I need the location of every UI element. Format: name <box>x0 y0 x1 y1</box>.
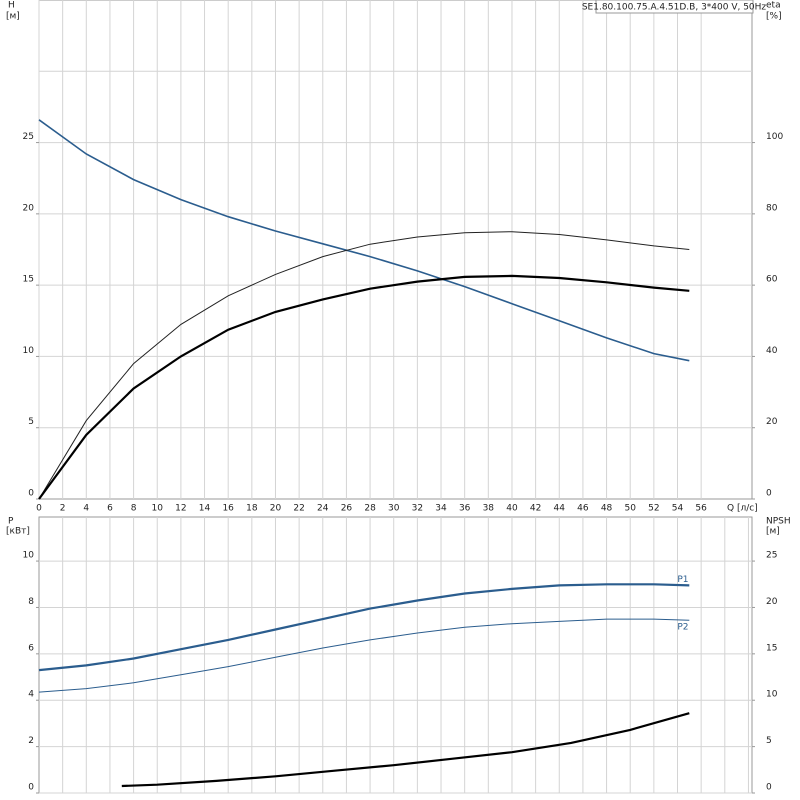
series-label: P1 <box>677 575 688 585</box>
y2-axis-label: NPSH <box>766 517 791 527</box>
y2-tick-label: 20 <box>766 417 778 427</box>
x-tick-label: 56 <box>695 504 707 514</box>
y2-axis-unit: [м] <box>766 527 780 537</box>
x-tick-label: 12 <box>175 504 186 514</box>
y2-axis-label: eta <box>766 1 781 11</box>
curve <box>38 618 690 693</box>
x-tick-label: 8 <box>131 504 137 514</box>
y2-tick-label: 20 <box>766 597 778 607</box>
y2-tick-label: 40 <box>766 346 778 356</box>
x-tick-label: 18 <box>246 504 258 514</box>
x-tick-label: 36 <box>459 504 471 514</box>
x-tick-label: 2 <box>60 504 66 514</box>
y2-axis-unit: [%] <box>766 12 782 22</box>
y2-tick-label: 0 <box>766 489 772 499</box>
x-tick-label: 6 <box>107 504 113 514</box>
x-tick-label: 4 <box>83 504 89 514</box>
x-tick-label: 20 <box>270 504 282 514</box>
y2-tick-label: 60 <box>766 275 778 285</box>
x-tick-label: 48 <box>601 504 613 514</box>
x-tick-label: 16 <box>222 504 234 514</box>
curve <box>121 712 690 788</box>
y-tick-label: 10 <box>23 551 35 561</box>
y2-tick-label: 10 <box>766 690 778 700</box>
x-tick-label: 40 <box>506 504 518 514</box>
y-tick-label: 5 <box>28 417 34 427</box>
curve <box>38 119 690 362</box>
plot-frame <box>38 0 753 500</box>
y-tick-label: 8 <box>28 597 34 607</box>
x-tick-label: 42 <box>530 504 541 514</box>
y-tick-label: 2 <box>28 736 34 746</box>
y2-tick-label: 5 <box>766 736 772 746</box>
y-axis-unit: [м] <box>6 12 20 22</box>
y2-tick-label: 25 <box>766 551 777 561</box>
x-tick-label: 26 <box>341 504 353 514</box>
chart-title: SE1.80.100.75.A.4.51D.B, 3*400 V, 50Hz <box>582 3 767 13</box>
x-axis-label: Q [л/с] <box>727 504 758 514</box>
y-tick-label: 0 <box>28 783 34 793</box>
x-tick-label: 50 <box>624 504 636 514</box>
y-tick-label: 15 <box>23 275 34 285</box>
x-tick-label: 52 <box>648 504 659 514</box>
x-tick-label: 38 <box>483 504 495 514</box>
curve <box>38 231 690 500</box>
y-tick-label: 25 <box>23 132 34 142</box>
y-axis-label: P <box>8 517 14 527</box>
x-tick-label: 46 <box>577 504 589 514</box>
x-tick-label: 30 <box>388 504 400 514</box>
y-axis-unit: [кВт] <box>6 527 30 537</box>
title-box <box>595 0 754 14</box>
x-tick-label: 24 <box>317 504 329 514</box>
x-tick-label: 44 <box>554 504 566 514</box>
y2-tick-label: 100 <box>766 132 783 142</box>
y2-tick-label: 80 <box>766 203 778 213</box>
x-tick-label: 54 <box>672 504 684 514</box>
y-tick-label: 10 <box>23 346 35 356</box>
x-tick-label: 22 <box>293 504 304 514</box>
y-tick-label: 0 <box>28 489 34 499</box>
y-tick-label: 20 <box>23 203 35 213</box>
x-tick-label: 28 <box>364 504 376 514</box>
y2-tick-label: 15 <box>766 643 777 653</box>
y-tick-label: 6 <box>28 643 34 653</box>
x-tick-label: 14 <box>199 504 211 514</box>
curve <box>38 274 690 500</box>
y2-tick-label: 0 <box>766 783 772 793</box>
y-tick-label: 4 <box>28 690 34 700</box>
x-tick-label: 32 <box>412 504 423 514</box>
y-axis-label: H <box>8 1 15 11</box>
x-tick-label: 10 <box>152 504 164 514</box>
series-label: P2 <box>677 623 688 633</box>
x-tick-label: 0 <box>36 504 42 514</box>
curve <box>38 583 690 672</box>
x-tick-label: 34 <box>435 504 447 514</box>
